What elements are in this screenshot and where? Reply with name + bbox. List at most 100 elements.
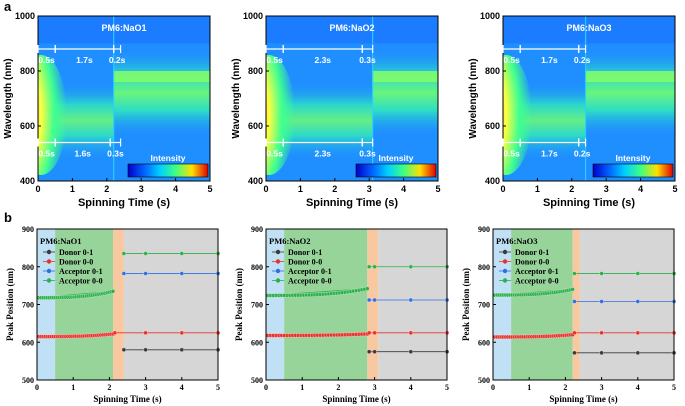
interval-label: 1.6s bbox=[74, 149, 91, 159]
interval-label: 0.5s bbox=[266, 149, 283, 159]
heatmap-top-band bbox=[266, 16, 438, 44]
data-point bbox=[179, 330, 184, 335]
panel-label-a: a bbox=[4, 0, 12, 14]
interval-label: 0.5s bbox=[266, 55, 283, 65]
x-tick-label: 1 bbox=[71, 383, 75, 392]
stage-region bbox=[266, 229, 285, 380]
data-point bbox=[367, 330, 372, 335]
heatmap-hot-spot bbox=[266, 55, 295, 175]
legend-label: Acceptor 0-0 bbox=[288, 277, 332, 286]
y-axis-label: Peak Position (nm) bbox=[461, 268, 471, 341]
series-acceptor-0-1 bbox=[572, 299, 677, 304]
legend-marker bbox=[46, 259, 52, 264]
x-tick-label: 2 bbox=[332, 184, 337, 194]
y-tick-label: 400 bbox=[248, 176, 263, 186]
heatmap-late-peak bbox=[113, 71, 210, 82]
top-intervals: 0.5s 2.3s 0.3s bbox=[265, 45, 376, 65]
y-axis-label: Wavelength (nm) bbox=[231, 58, 242, 138]
heatmap-body bbox=[266, 16, 438, 181]
data-point bbox=[572, 299, 577, 304]
y-axis-label: Peak Position (nm) bbox=[234, 268, 244, 341]
heatmap-late-band bbox=[585, 49, 675, 137]
data-point bbox=[572, 330, 577, 335]
x-tick-label: 0 bbox=[500, 184, 505, 194]
heatmap-panel-2: PM6:NaO2 0 1 2 3 4 5 400 600 800 1000 Spinning Time… bbox=[231, 11, 441, 209]
legend-label: Acceptor 0-0 bbox=[59, 277, 103, 286]
x-tick-label: 3 bbox=[600, 383, 604, 392]
stage-region bbox=[579, 229, 674, 380]
data-point bbox=[572, 350, 577, 355]
x-axis-label: Spinning Time (s) bbox=[549, 394, 617, 404]
data-point bbox=[365, 286, 370, 291]
scatter-title: PM6:NaO3 bbox=[496, 236, 538, 246]
y-tick-label: 1000 bbox=[243, 11, 263, 21]
heatmap-body bbox=[38, 16, 210, 181]
colorbar bbox=[127, 163, 209, 178]
data-point bbox=[143, 271, 148, 276]
heatmap-late-band bbox=[113, 49, 210, 137]
series-acceptor-0-0 bbox=[492, 271, 677, 298]
stage-region bbox=[493, 229, 512, 380]
x-tick-label: 0 bbox=[35, 184, 40, 194]
x-axis-label: Spinning Time (s) bbox=[78, 197, 170, 209]
y-tick-label: 600 bbox=[485, 121, 500, 131]
y-tick-label: 800 bbox=[248, 66, 263, 76]
scatter-panel-3: 0 1 2 3 4 5 500 600 700 800 900 Spinning Time (s) Pe… bbox=[461, 225, 677, 404]
data-point bbox=[367, 297, 372, 303]
interval-label: 2.3s bbox=[314, 149, 331, 159]
x-axis-label: Spinning Time (s) bbox=[93, 394, 161, 404]
interval-label: 0.5s bbox=[503, 149, 520, 159]
x-tick-label: 0 bbox=[491, 383, 495, 392]
legend-marker bbox=[275, 259, 281, 264]
bottom-intervals: 0.5s 2.3s 0.3s bbox=[265, 138, 376, 159]
x-tick-label: 2 bbox=[107, 383, 111, 392]
heatmap-late-band bbox=[372, 49, 438, 137]
data-point bbox=[367, 349, 372, 354]
heatmap-panel-1: PM6:NaO1 0 1 2 3 4 5 400 600 800 1000 Spinning Time… bbox=[3, 11, 213, 209]
y-tick-label: 700 bbox=[251, 301, 263, 310]
x-tick-label: 0 bbox=[35, 383, 39, 392]
x-tick-label: 5 bbox=[207, 184, 212, 194]
data-point bbox=[635, 299, 640, 304]
top-intervals: 0.5s 1.7s 0.2s bbox=[37, 45, 126, 65]
x-tick-label: 4 bbox=[409, 383, 413, 392]
data-point bbox=[179, 251, 184, 256]
data-point bbox=[143, 330, 148, 335]
x-tick-label: 5 bbox=[435, 184, 440, 194]
x-tick-label: 4 bbox=[180, 383, 184, 392]
y-tick-label: 500 bbox=[22, 376, 34, 385]
y-tick-label: 1000 bbox=[480, 11, 500, 21]
scatter-title: PM6:NaO2 bbox=[269, 236, 311, 246]
data-point bbox=[408, 297, 413, 303]
heatmap-frame bbox=[502, 15, 676, 182]
x-tick-label: 5 bbox=[216, 383, 220, 392]
x-tick-label: 3 bbox=[139, 184, 144, 194]
data-point bbox=[635, 330, 640, 335]
x-tick-label: 3 bbox=[604, 184, 609, 194]
x-tick-label: 5 bbox=[445, 383, 449, 392]
data-point bbox=[635, 271, 640, 276]
stage-region bbox=[55, 229, 114, 380]
bottom-intervals: 0.5s 1.7s 0.2s bbox=[502, 138, 591, 159]
scatter-panel-2: 0 1 2 3 4 5 500 600 700 800 900 Spinning Time (s) Pe… bbox=[234, 225, 450, 404]
data-point bbox=[112, 330, 117, 335]
y-tick-label: 400 bbox=[20, 176, 35, 186]
legend-label: Donor 0-1 bbox=[59, 248, 93, 257]
data-point bbox=[572, 271, 577, 276]
y-tick-label: 800 bbox=[251, 263, 263, 272]
legend-marker bbox=[46, 278, 52, 283]
interval-label: 2.3s bbox=[314, 55, 331, 65]
data-point bbox=[570, 287, 575, 292]
interval-label: 0.3s bbox=[359, 149, 376, 159]
interval-label: 0.5s bbox=[38, 149, 55, 159]
heatmap-title: PM6:NaO2 bbox=[329, 23, 374, 33]
y-tick-label: 600 bbox=[248, 121, 263, 131]
x-tick-label: 1 bbox=[70, 184, 75, 194]
legend-marker bbox=[275, 268, 281, 274]
data-point bbox=[635, 350, 640, 355]
data-point bbox=[121, 271, 127, 276]
colorbar bbox=[355, 163, 437, 178]
stage-region bbox=[37, 229, 56, 380]
x-tick-label: 2 bbox=[336, 383, 340, 392]
data-point bbox=[599, 299, 604, 304]
